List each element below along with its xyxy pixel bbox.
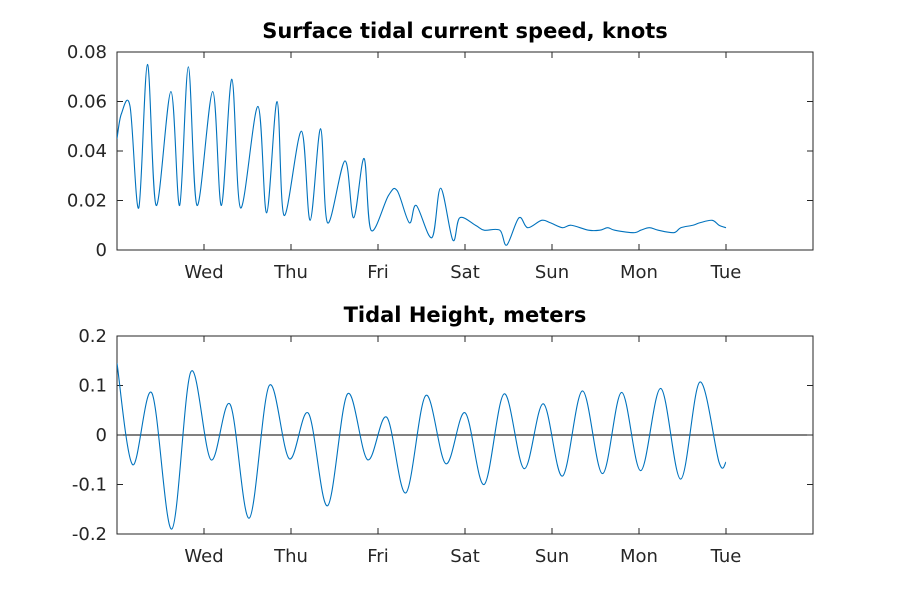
series-line [117,63,727,246]
y-tick-label: 0.08 [67,42,107,63]
x-tick-label: Sat [450,262,480,283]
x-axis: Wed Thu Fri Sat Sun Mon Tue [184,336,741,567]
x-tick-label: Thu [273,546,308,567]
series-line [117,363,727,530]
y-tick-label: 0.1 [78,376,107,397]
x-tick-label: Mon [620,262,658,283]
x-tick-label: Mon [620,546,658,567]
tidal-height-chart: Tidal Height, meters Wed Thu Fri Sat Sun Mon T… [72,303,814,567]
chart-title: Tidal Height, meters [344,303,587,327]
y-tick-label: 0.04 [67,141,107,162]
x-tick-label: Sat [450,546,480,567]
x-tick-label: Thu [273,262,308,283]
x-tick-label: Sun [535,262,569,283]
y-tick-label: 0 [96,425,107,446]
x-axis: Wed Thu Fri Sat Sun Mon Tue [184,52,741,283]
x-tick-label: Tue [710,546,742,567]
y-tick-label: 0.06 [67,92,107,113]
y-tick-label: 0.2 [78,326,107,347]
y-axis: 0 0.02 0.04 0.06 0.08 [67,42,813,261]
x-tick-label: Wed [184,262,223,283]
y-tick-label: 0.02 [67,191,107,212]
current-speed-chart: Surface tidal current speed, knots Wed Th… [67,19,814,283]
x-tick-label: Fri [367,546,388,567]
x-tick-label: Sun [535,546,569,567]
y-tick-label: -0.2 [72,524,107,545]
x-tick-label: Tue [710,262,742,283]
y-tick-label: 0 [96,240,107,261]
y-axis: -0.2 -0.1 0 0.1 0.2 [72,326,813,545]
x-tick-label: Wed [184,546,223,567]
y-tick-label: -0.1 [72,475,107,496]
chart-title: Surface tidal current speed, knots [262,19,668,43]
x-tick-label: Fri [367,262,388,283]
